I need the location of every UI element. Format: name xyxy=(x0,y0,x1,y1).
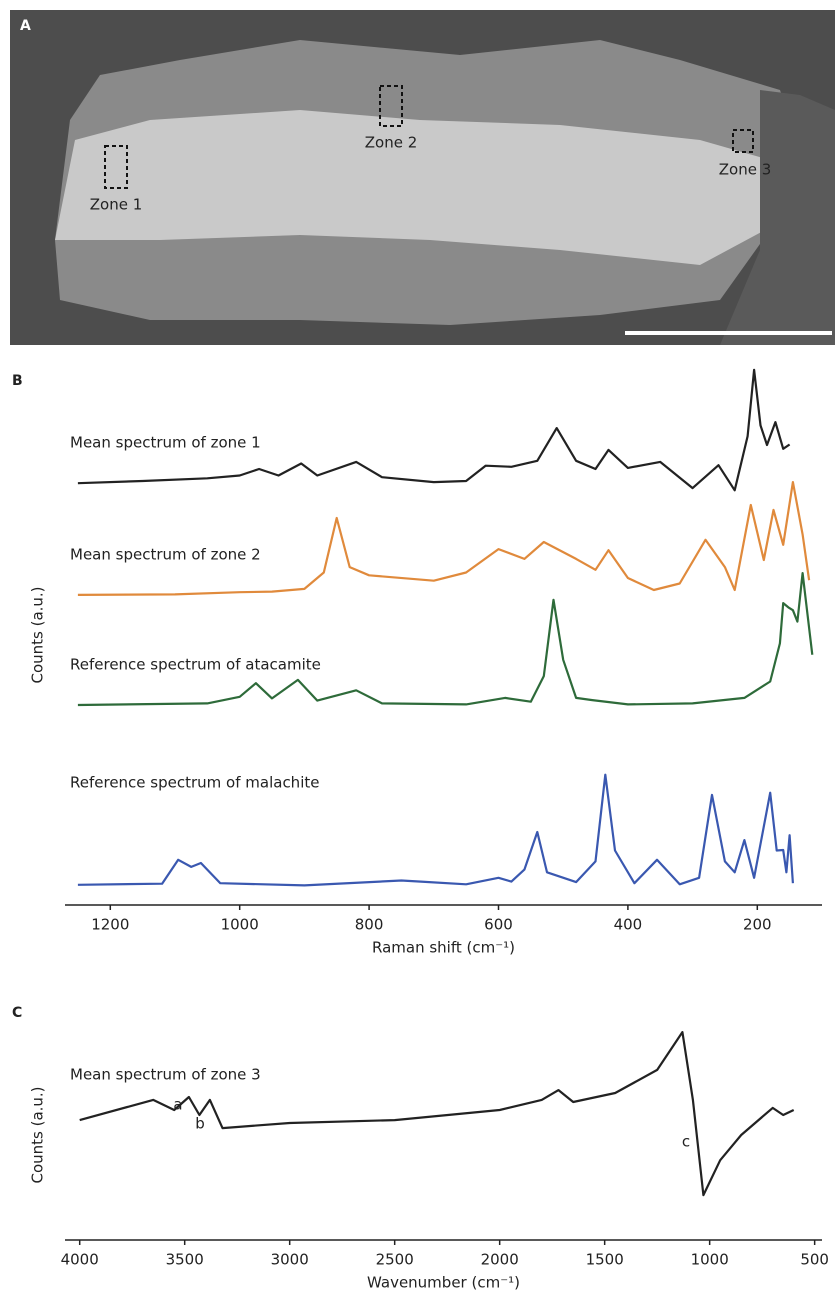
spectrum xyxy=(77,481,811,596)
x-tick-label: 1000 xyxy=(691,1251,729,1269)
spectrum xyxy=(77,572,814,707)
zone-label: Zone 2 xyxy=(365,134,418,152)
x-tick-label: 1500 xyxy=(586,1251,624,1269)
spectrum xyxy=(77,773,794,887)
panel-label: B xyxy=(12,373,23,389)
zone-box xyxy=(379,85,403,127)
micrograph: Zone 1 Zone 2 Zone 3 xyxy=(10,10,835,345)
x-tick-label: 400 xyxy=(614,916,643,934)
y-axis-label: Counts (a.u.) xyxy=(29,586,47,683)
x-tick-label: 200 xyxy=(743,916,772,934)
x-tick-label: 800 xyxy=(355,916,384,934)
x-tick-label: 1000 xyxy=(221,916,259,934)
sample-layer xyxy=(55,110,770,265)
zone-label: Zone 3 xyxy=(719,161,772,179)
zone-box xyxy=(104,145,128,189)
zone-label: Zone 1 xyxy=(90,196,143,214)
x-tick-label: 500 xyxy=(800,1251,829,1269)
panel-label: C xyxy=(12,1005,22,1021)
series-label: Mean spectrum of zone 2 xyxy=(70,546,261,564)
series-label: Reference spectrum of malachite xyxy=(70,774,319,792)
x-axis-label: Wavenumber (cm⁻¹) xyxy=(367,1274,520,1292)
x-axis-label: Raman shift (cm⁻¹) xyxy=(372,939,515,957)
x-tick-label: 2500 xyxy=(376,1251,414,1269)
annotation: a xyxy=(173,1096,182,1114)
y-axis-label: Counts (a.u.) xyxy=(29,1086,47,1183)
x-tick-label: 3500 xyxy=(166,1251,204,1269)
annotation: c xyxy=(682,1133,690,1151)
x-tick-label: 2000 xyxy=(481,1251,519,1269)
series-label: Mean spectrum of zone 1 xyxy=(70,434,261,452)
series-label: Reference spectrum of atacamite xyxy=(70,656,321,674)
spectrum xyxy=(77,368,791,492)
x-tick-label: 3000 xyxy=(271,1251,309,1269)
series-label: Mean spectrum of zone 3 xyxy=(70,1066,261,1084)
spectrum xyxy=(79,1031,795,1197)
zone-box xyxy=(732,129,754,153)
x-tick-label: 4000 xyxy=(61,1251,99,1269)
x-tick-label: 1200 xyxy=(91,916,129,934)
panel-label: A xyxy=(20,18,31,34)
sample-edge xyxy=(720,90,835,345)
annotation: b xyxy=(195,1115,205,1133)
x-tick-label: 600 xyxy=(484,916,513,934)
